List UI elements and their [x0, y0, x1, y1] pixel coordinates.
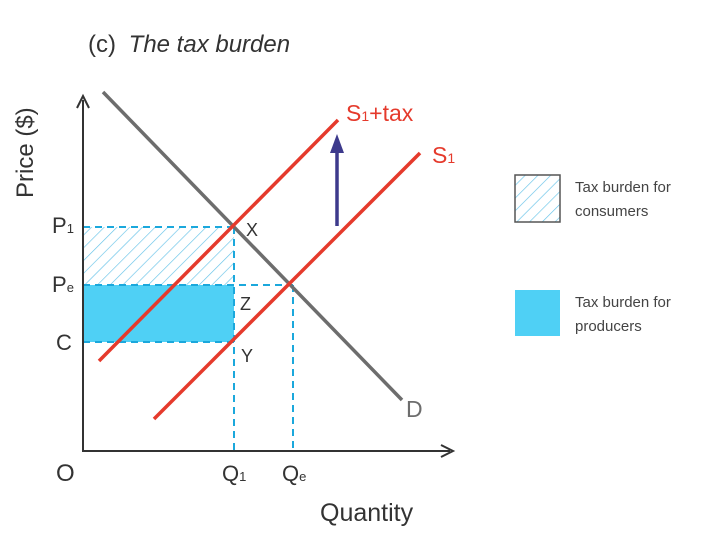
point-label-z: Z [240, 294, 251, 314]
price-label-p1: P1 [52, 213, 74, 238]
legend-producers-label: Tax burden for producers [575, 294, 675, 335]
supply-label: S1 [432, 142, 455, 168]
demand-curve [101, 90, 404, 402]
legend: Tax burden for consumers Tax burden for … [514, 174, 675, 336]
supply-plus-tax-curve [97, 118, 340, 363]
supply-curve [152, 151, 422, 421]
price-label-c: C [56, 330, 72, 355]
legend-consumers-swatch [514, 174, 561, 223]
diagram-title: (c) The tax burden [88, 31, 290, 58]
y-axis-label: Price ($) [12, 107, 39, 198]
consumer-tax-burden-area [83, 227, 234, 285]
tax-shift-arrow [330, 134, 344, 226]
title-text: The tax burden [129, 31, 290, 58]
axes [76, 93, 456, 458]
point-label-y: Y [241, 346, 253, 366]
price-label-pe: Pe [52, 272, 74, 297]
origin-label: O [56, 460, 75, 487]
x-axis-arrow [440, 444, 456, 458]
title-prefix: (c) [88, 31, 116, 58]
producer-tax-burden-area [83, 285, 234, 342]
quantity-label-qe: Qe [282, 461, 306, 486]
legend-producers-swatch [515, 290, 560, 336]
dashed-guides [83, 226, 294, 451]
demand-label: D [406, 396, 423, 422]
y-axis-arrow [76, 93, 90, 109]
supply-plus-tax-label: S1+tax [346, 100, 414, 126]
legend-consumers-label: Tax burden for consumers [575, 179, 675, 220]
point-label-x: X [246, 220, 258, 240]
quantity-label-q1: Q1 [222, 461, 246, 486]
x-axis-label: Quantity [320, 499, 414, 527]
